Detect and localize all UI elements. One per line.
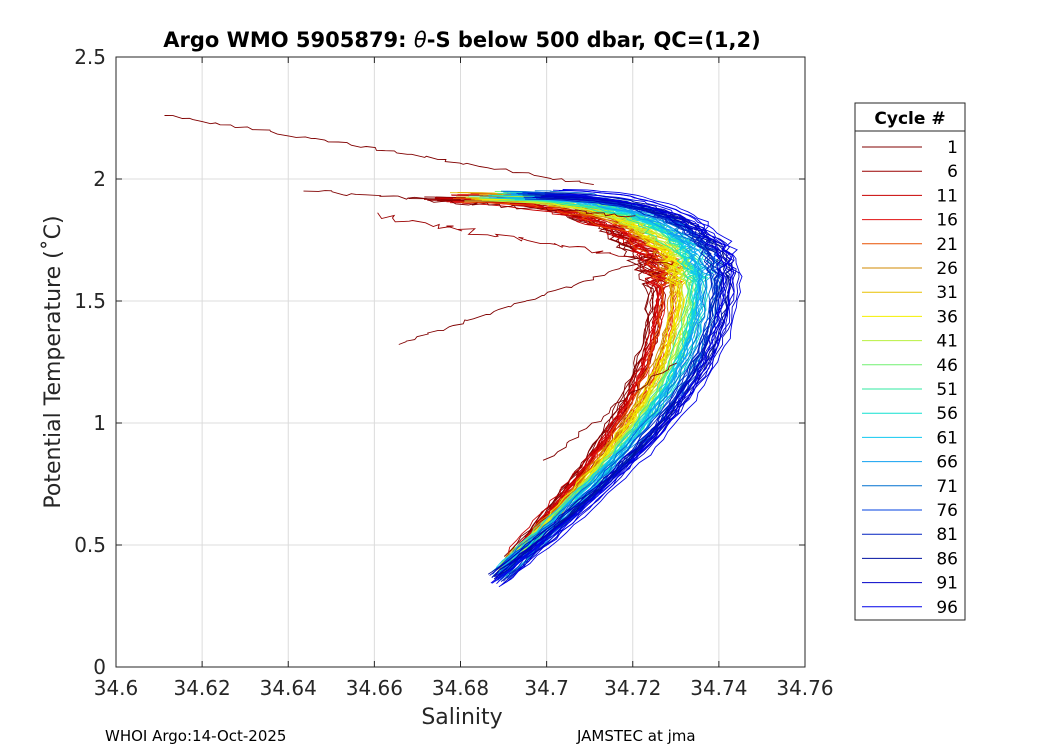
legend-entry: 16 bbox=[862, 211, 958, 231]
profile-line bbox=[479, 197, 689, 572]
title-prefix: Argo WMO 5905879: bbox=[163, 28, 414, 52]
legend-entry: 36 bbox=[862, 307, 958, 327]
x-tick-label: 34.76 bbox=[776, 676, 833, 700]
legend-entry: 96 bbox=[862, 598, 958, 618]
profile-line bbox=[494, 196, 737, 581]
profile-line bbox=[498, 189, 743, 588]
y-tick-label: 0 bbox=[93, 655, 106, 679]
legend-label: 6 bbox=[947, 162, 958, 182]
x-tick-label: 34.64 bbox=[260, 676, 317, 700]
legend-entry: 56 bbox=[862, 404, 958, 424]
legend-entry: 81 bbox=[862, 525, 958, 545]
legend-label: 16 bbox=[936, 211, 958, 231]
title-suffix: -S below 500 dbar, QC=(1,2) bbox=[427, 28, 761, 52]
legend-label: 46 bbox=[936, 356, 958, 376]
legend-label: 61 bbox=[936, 428, 958, 448]
legend-entry: 61 bbox=[862, 428, 958, 448]
profile-line bbox=[460, 201, 668, 567]
legend-label: 71 bbox=[936, 477, 958, 497]
legend-entry: 21 bbox=[862, 235, 958, 255]
profile-line bbox=[440, 200, 667, 567]
y-tick-label: 1 bbox=[93, 411, 106, 435]
legend-entry: 76 bbox=[862, 501, 958, 521]
legend-label: 36 bbox=[936, 307, 958, 327]
legend-entry: 66 bbox=[862, 453, 958, 473]
legend-label: 81 bbox=[936, 525, 958, 545]
legend-label: 56 bbox=[936, 404, 958, 424]
x-axis: 34.6 34.62 34.64 34.66 34.68 34.7 34.72 34.74 34… bbox=[94, 57, 834, 700]
y-tick-label: 2.5 bbox=[74, 45, 106, 69]
legend-entry: 41 bbox=[862, 332, 958, 352]
legend-label: 91 bbox=[936, 574, 958, 594]
footer-right: JAMSTEC at jma bbox=[576, 727, 696, 745]
profile-line bbox=[398, 255, 653, 345]
legend-entry: 31 bbox=[862, 283, 958, 303]
profile-line bbox=[492, 196, 704, 572]
y-axis-label: Potential Temperature (˚C) bbox=[41, 215, 66, 508]
legend-entry: 46 bbox=[862, 356, 958, 376]
legend-label: 86 bbox=[936, 549, 958, 569]
legend-entry: 86 bbox=[862, 549, 958, 569]
x-tick-label: 34.62 bbox=[173, 676, 230, 700]
x-tick-label: 34.72 bbox=[604, 676, 661, 700]
title-theta: θ bbox=[414, 28, 427, 52]
x-tick-label: 34.68 bbox=[432, 676, 489, 700]
footer-left: WHOI Argo:14-Oct-2025 bbox=[105, 727, 286, 745]
legend-entry: 6 bbox=[862, 162, 958, 182]
profile-line bbox=[496, 190, 734, 585]
legend-entry: 91 bbox=[862, 574, 958, 594]
legend-label: 21 bbox=[936, 235, 958, 255]
profile-line bbox=[494, 195, 725, 577]
y-axis: 0 0.5 1 1.5 2 2.5 bbox=[74, 45, 805, 679]
legend-label: 96 bbox=[936, 598, 958, 618]
profile-line bbox=[492, 193, 704, 575]
legend-label: 66 bbox=[936, 453, 958, 473]
profile-line bbox=[503, 198, 720, 582]
profile-line bbox=[303, 190, 636, 218]
x-tick-label: 34.66 bbox=[346, 676, 403, 700]
profile-line bbox=[456, 196, 679, 563]
chart-title: Argo WMO 5905879: θ-S below 500 dbar, QC… bbox=[163, 28, 760, 52]
legend-entry: 71 bbox=[862, 477, 958, 497]
profile-line bbox=[493, 197, 705, 575]
x-tick-label: 34.7 bbox=[524, 676, 569, 700]
profile-line bbox=[490, 194, 728, 584]
legend-entry: 51 bbox=[862, 380, 958, 400]
x-axis-label: Salinity bbox=[421, 705, 502, 730]
legend-label: 1 bbox=[947, 138, 958, 158]
legend-entry: 1 bbox=[862, 138, 958, 158]
profile-line bbox=[500, 194, 728, 586]
legend-entry: 11 bbox=[862, 186, 958, 206]
profile-line bbox=[491, 194, 732, 578]
legend-label: 51 bbox=[936, 380, 958, 400]
legend-label: 31 bbox=[936, 283, 958, 303]
profile-line bbox=[164, 115, 594, 186]
x-tick-label: 34.74 bbox=[690, 676, 747, 700]
x-tick-label: 34.6 bbox=[94, 676, 139, 700]
y-tick-label: 2 bbox=[93, 167, 106, 191]
profile-line bbox=[377, 212, 674, 266]
legend: Cycle # 16111621263136414651566166717681… bbox=[854, 102, 966, 621]
legend-entry: 26 bbox=[862, 259, 958, 279]
legend-label: 41 bbox=[936, 332, 958, 352]
legend-title: Cycle # bbox=[874, 109, 945, 129]
legend-label: 26 bbox=[936, 259, 958, 279]
profile-line bbox=[542, 362, 677, 461]
legend-label: 11 bbox=[936, 186, 958, 206]
profile-curves bbox=[164, 115, 743, 588]
y-tick-label: 0.5 bbox=[74, 533, 106, 557]
legend-label: 76 bbox=[936, 501, 958, 521]
y-tick-label: 1.5 bbox=[74, 289, 106, 313]
